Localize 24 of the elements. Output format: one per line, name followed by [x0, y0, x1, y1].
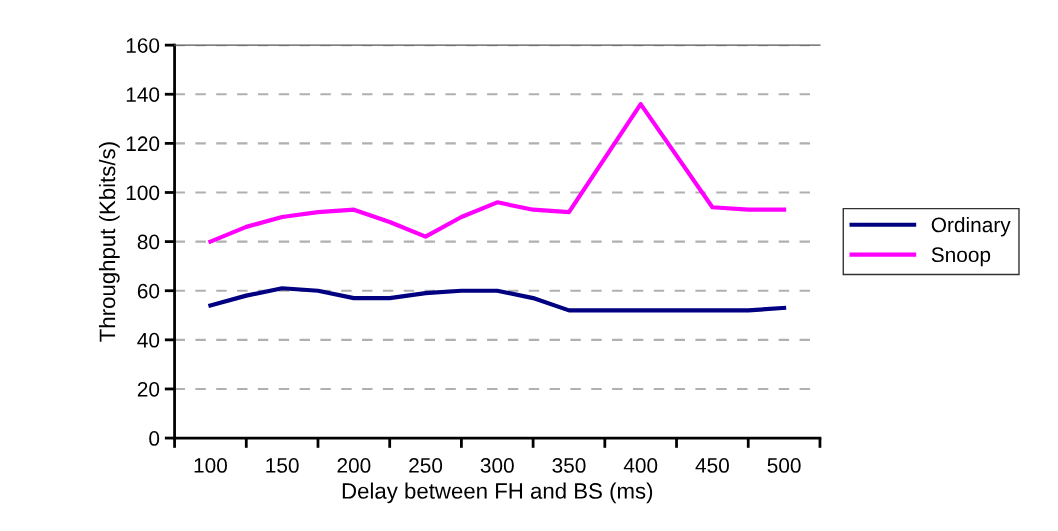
x-tick-label: 150 [266, 458, 299, 473]
x-tick-label: 250 [409, 458, 443, 473]
x-tick-label: 100 [194, 458, 227, 473]
x-tick-label: 400 [623, 458, 658, 473]
y-tick-label: 40 [137, 332, 160, 348]
y-axis-title: Throughput (Kbits/s) [98, 142, 120, 342]
x-tick-label: 200 [337, 458, 371, 473]
y-tick-label: 100 [126, 185, 160, 201]
y-tick-label: 140 [126, 87, 160, 103]
x-tick-label: 300 [480, 458, 514, 473]
x-tick-label: 350 [552, 458, 586, 473]
legend-label: Ordinary [931, 216, 1011, 237]
y-tick-label: 20 [137, 381, 160, 397]
y-tick-label: 160 [126, 38, 160, 53]
line-series [208, 286, 787, 313]
line-series [208, 101, 787, 244]
x-tick-label: 450 [695, 458, 729, 473]
y-tick-label: 80 [137, 234, 160, 250]
y-tick-label: 0 [149, 431, 160, 446]
x-tick-label: 500 [767, 458, 801, 473]
x-axis-title: Delay between FH and BS (ms) [342, 482, 653, 504]
legend-label: Snoop [931, 247, 991, 267]
y-tick-label: 60 [137, 283, 160, 299]
y-tick-label: 120 [126, 136, 160, 152]
